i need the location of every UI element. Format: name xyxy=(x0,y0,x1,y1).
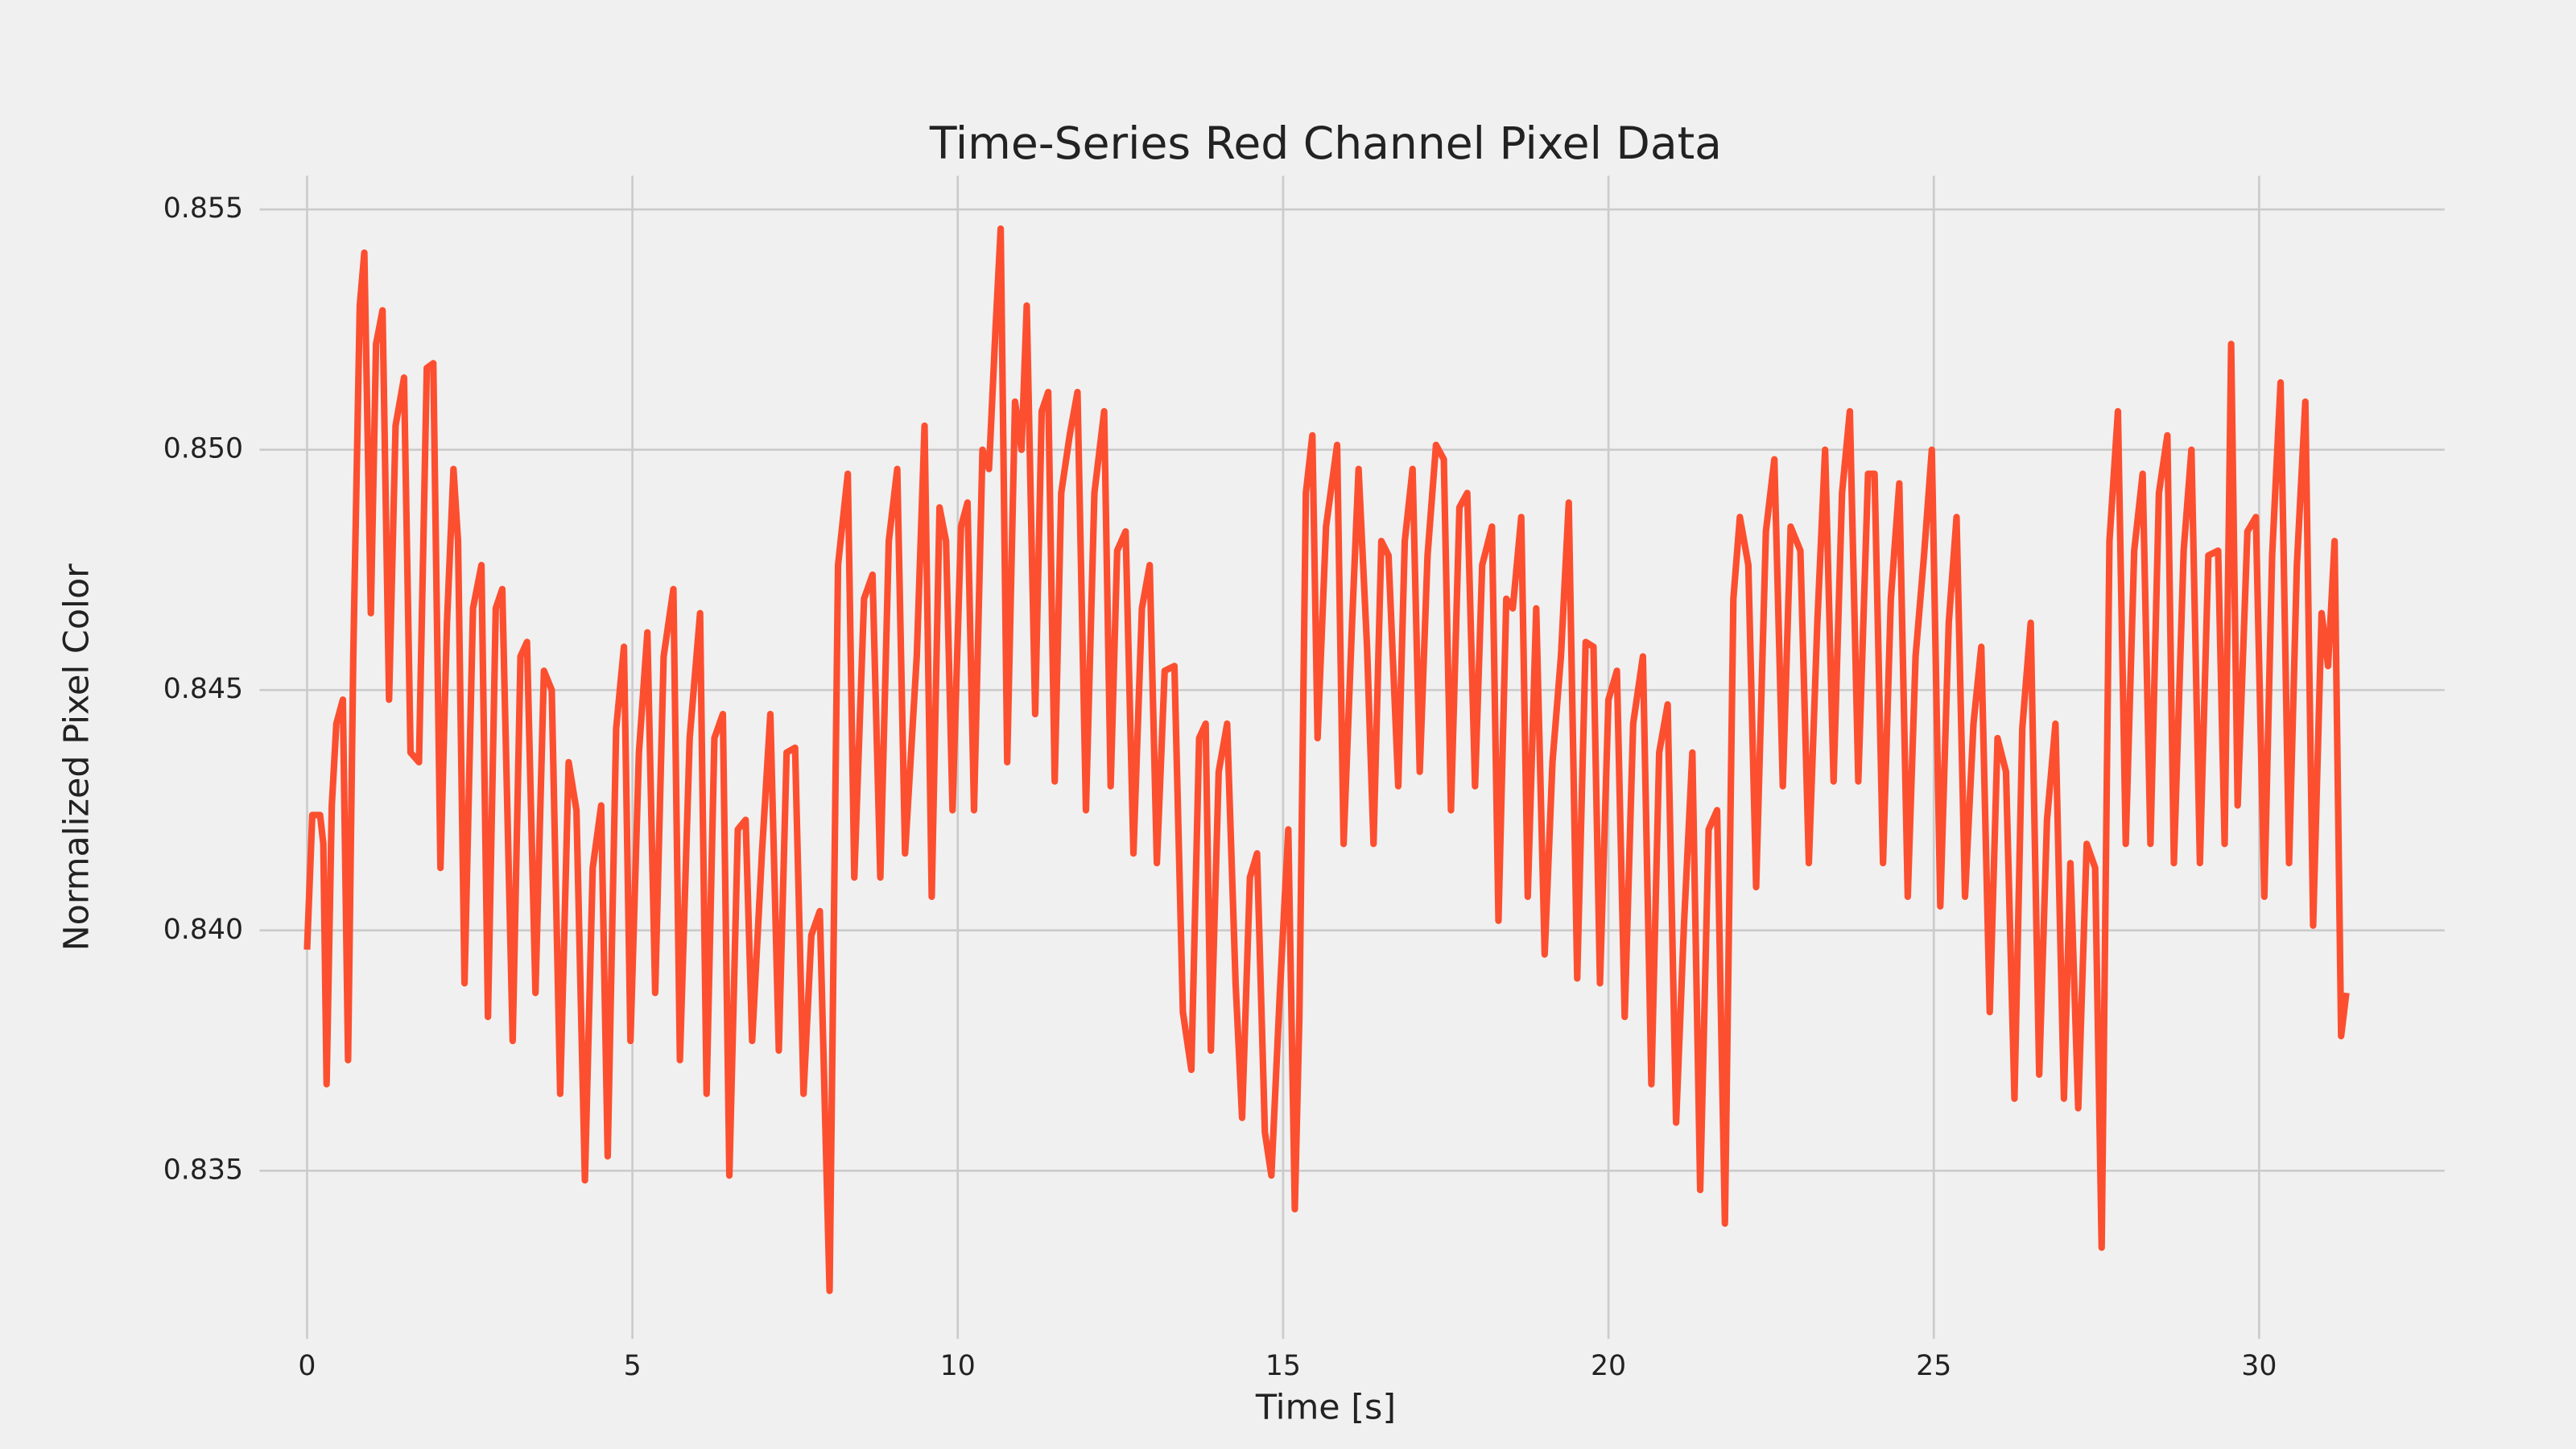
y-tick-label: 0.845 xyxy=(163,673,243,705)
y-tick-label: 0.850 xyxy=(163,433,243,465)
x-tick-label: 25 xyxy=(1916,1350,1951,1382)
x-tick-label: 10 xyxy=(940,1350,976,1382)
data-line xyxy=(303,225,2350,1294)
x-tick-label: 0 xyxy=(298,1350,316,1382)
x-tick-label: 30 xyxy=(2241,1350,2277,1382)
x-tick-label: 5 xyxy=(624,1350,642,1382)
y-tick-label: 0.835 xyxy=(163,1154,243,1186)
y-tick-label: 0.840 xyxy=(163,914,243,946)
x-tick-label: 20 xyxy=(1591,1350,1626,1382)
x-axis-label: Time [s] xyxy=(1255,1388,1396,1428)
x-tick-label: 15 xyxy=(1265,1350,1301,1382)
chart-title: Time-Series Red Channel Pixel Data xyxy=(929,118,1722,169)
y-axis-label: Normalized Pixel Color xyxy=(56,564,97,952)
plot-area xyxy=(303,225,2350,1294)
y-tick-label: 0.855 xyxy=(163,192,243,225)
